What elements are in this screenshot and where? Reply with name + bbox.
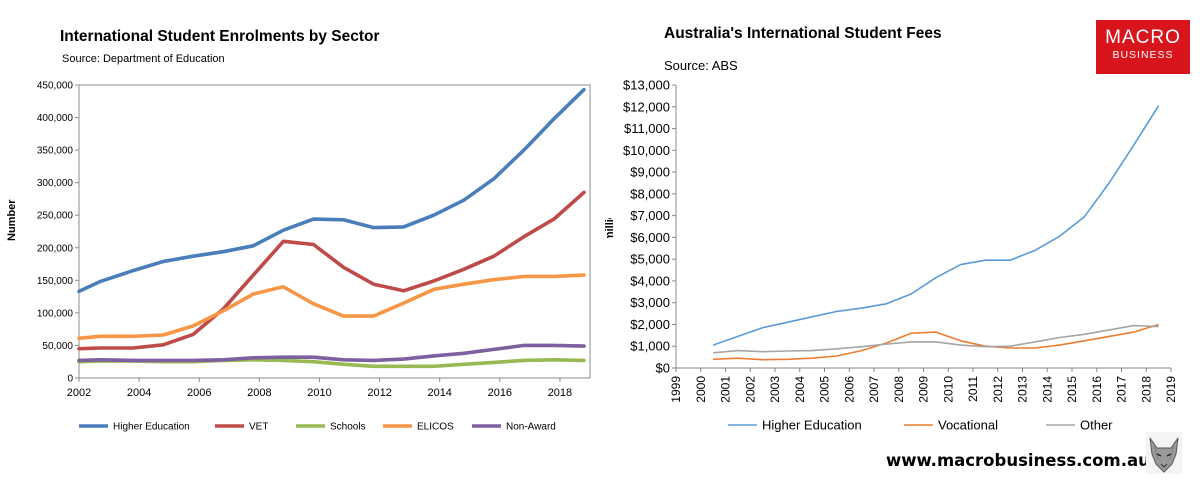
left-legend-label: Non-Award [506, 422, 556, 433]
right-y-tick-label: $10,000 [623, 143, 670, 158]
right-y-tick-label: $9,000 [630, 165, 670, 180]
right-x-tick-label: 2014 [1040, 376, 1054, 403]
logo-line2: BUSINESS [1112, 49, 1174, 61]
right-x-tick-label: 2010 [941, 376, 955, 403]
right-y-tick-label: $6,000 [630, 230, 670, 245]
left-series-line-higher-education [77, 87, 586, 294]
right-x-tick-label: 2008 [892, 376, 906, 403]
right-series-line-vocational [713, 323, 1159, 361]
right-legend-label: Other [1080, 418, 1113, 433]
left-legend-label: Schools [330, 422, 366, 433]
right-x-tick-label: 2013 [1016, 376, 1030, 403]
right-y-tick-label: $7,000 [630, 208, 670, 223]
right-y-axis-label: $ millions [604, 200, 616, 251]
right-y-tick-label: $0 [656, 361, 670, 376]
left-y-tick-label: 50,000 [42, 341, 73, 352]
right-x-tick-label: 2005 [818, 376, 832, 403]
right-x-tick-label: 2002 [743, 376, 757, 403]
right-x-tick-label: 2004 [793, 376, 807, 403]
left-x-tick-label: 2014 [427, 387, 451, 399]
right-chart-subtitle: Source: ABS [664, 58, 738, 73]
right-x-tick-label: 2009 [917, 376, 931, 403]
left-y-tick-label: 400,000 [37, 113, 74, 124]
right-x-tick-label: 2017 [1115, 376, 1129, 403]
right-series-line-other [713, 324, 1159, 354]
left-x-tick-label: 2012 [367, 387, 391, 399]
left-y-tick-label: 250,000 [37, 211, 74, 222]
left-y-tick-label: 0 [67, 374, 73, 385]
left-chart-subtitle: Source: Department of Education [62, 53, 225, 65]
right-y-tick-label: $13,000 [623, 78, 670, 93]
wolf-icon [1146, 432, 1182, 474]
right-y-tick-label: $5,000 [630, 252, 670, 267]
right-x-tick-label: 1999 [669, 376, 683, 403]
left-chart: 0 50,000 100,000 150,000 200,000 250,000 300,0… [37, 81, 591, 433]
right-x-tick-label: 2003 [768, 376, 782, 403]
right-x-tick-label: 2016 [1090, 376, 1104, 403]
right-x-tick-label: 2007 [867, 376, 881, 403]
right-legend-label: Vocational [938, 418, 998, 433]
website-url: www.macrobusiness.com.au [886, 451, 1150, 470]
right-x-tick-label: 2000 [694, 376, 708, 403]
left-x-tick-label: 2002 [67, 387, 91, 399]
left-x-tick-label: 2016 [488, 387, 512, 399]
left-y-tick-label: 300,000 [37, 178, 74, 189]
left-x-tick-label: 2008 [247, 387, 271, 399]
left-y-tick-label: 200,000 [37, 243, 74, 254]
right-series-line-higher-education [712, 105, 1160, 346]
left-legend-label: Higher Education [113, 422, 190, 433]
right-legend-label: Higher Education [762, 418, 862, 433]
right-y-tick-label: $2,000 [630, 317, 670, 332]
left-y-tick-label: 450,000 [37, 81, 74, 92]
logo-line1: MACRO [1105, 27, 1181, 48]
right-x-tick-label: 2012 [991, 376, 1005, 403]
left-plot-frame [78, 84, 591, 379]
left-series-line-vet [77, 190, 586, 351]
right-x-tick-label: 2015 [1065, 376, 1079, 403]
left-legend-label: ELICOS [417, 422, 454, 433]
left-x-tick-label: 2006 [187, 387, 211, 399]
right-x-tick-label: 2011 [966, 376, 980, 402]
left-x-tick-label: 2004 [127, 387, 151, 399]
left-series-line-elicos [77, 273, 586, 341]
left-x-tick-label: 2010 [307, 387, 331, 399]
right-x-tick-label: 2019 [1164, 376, 1178, 403]
left-series-line-non-award [77, 343, 586, 363]
macrobusiness-logo: MACRO BUSINESS [1096, 20, 1190, 74]
right-y-tick-label: $12,000 [623, 99, 670, 114]
left-y-tick-label: 100,000 [37, 308, 74, 319]
left-y-tick-label: 150,000 [37, 276, 74, 287]
right-y-tick-label: $1,000 [630, 339, 670, 354]
right-x-tick-label: 2018 [1139, 376, 1153, 403]
left-x-tick-label: 2018 [548, 387, 572, 399]
right-chart-title: Australia's International Student Fees [664, 25, 942, 42]
right-x-tick-label: 2006 [842, 376, 856, 403]
left-y-tick-label: 350,000 [37, 146, 74, 157]
right-y-tick-label: $11,000 [624, 121, 670, 136]
right-y-tick-label: $4,000 [630, 273, 670, 288]
right-y-tick-label: $8,000 [630, 186, 670, 201]
right-y-tick-label: $3,000 [630, 295, 670, 310]
left-legend-label: VET [249, 422, 268, 433]
left-chart-title: International Student Enrolments by Sect… [60, 28, 380, 45]
right-x-tick-label: 2001 [719, 376, 733, 403]
